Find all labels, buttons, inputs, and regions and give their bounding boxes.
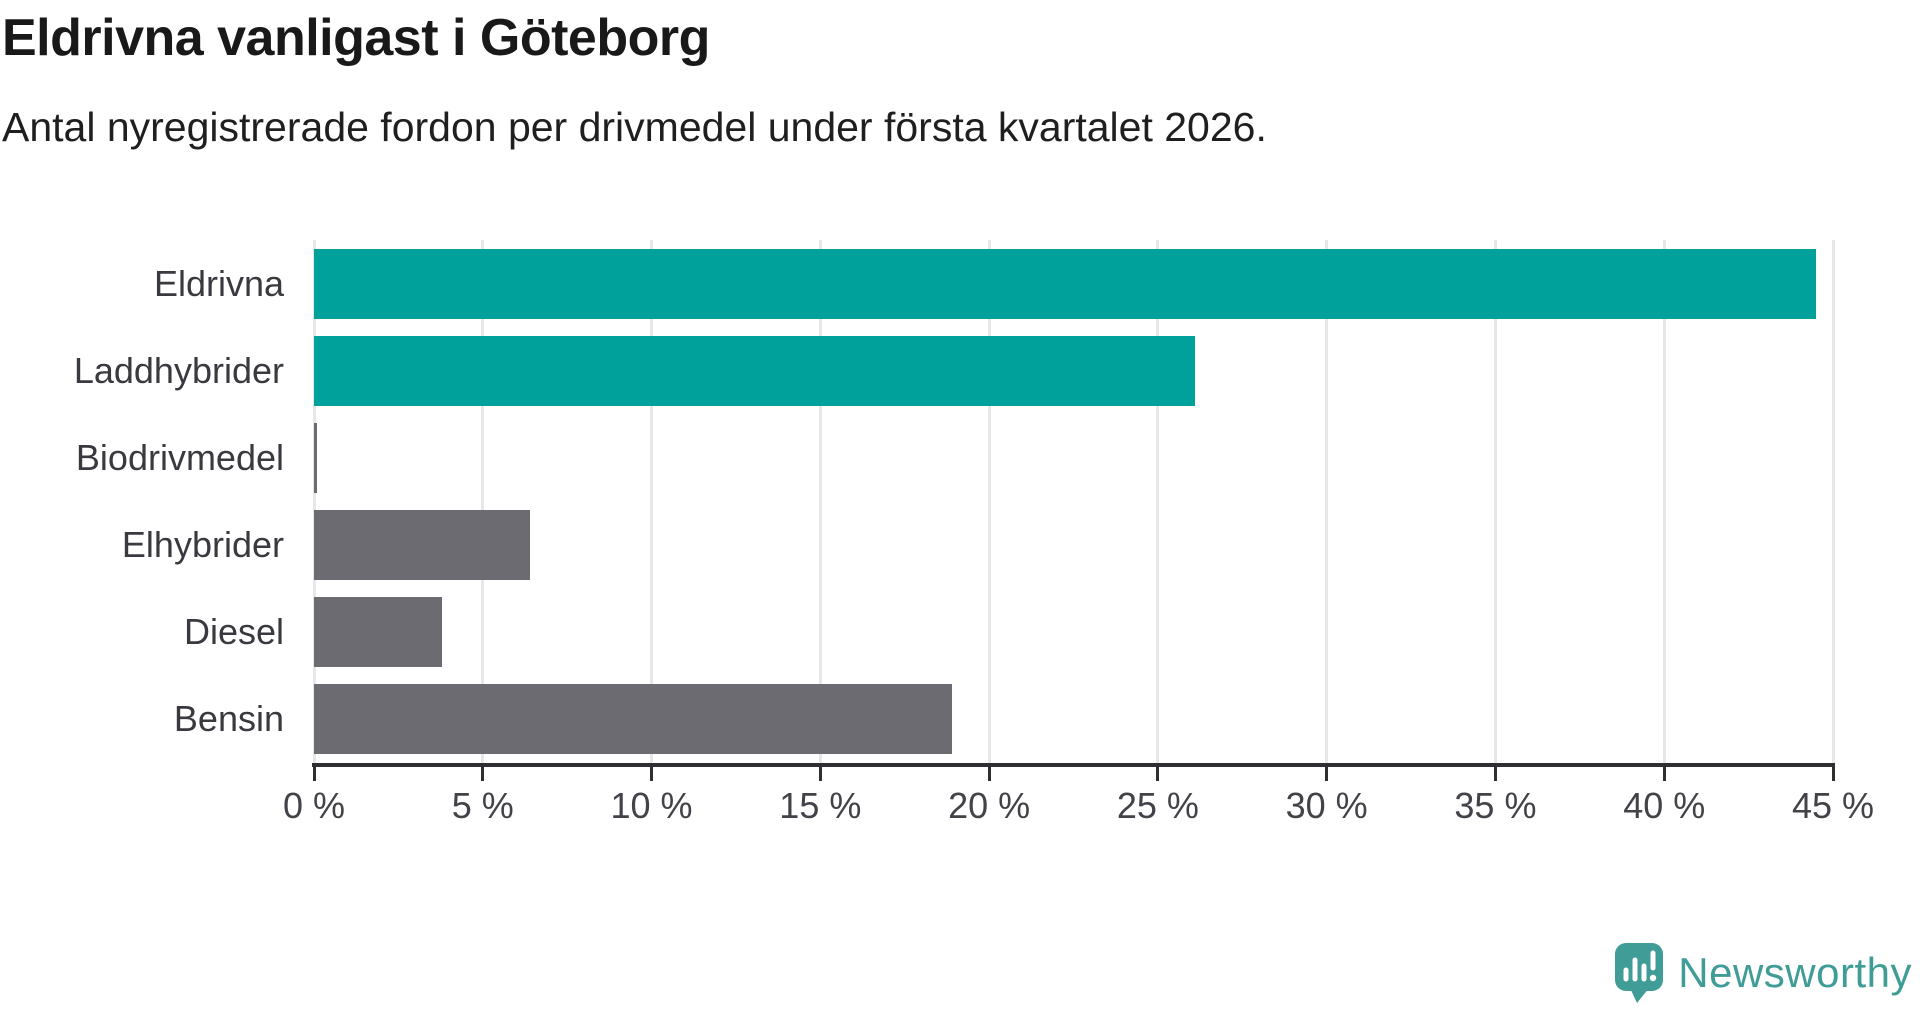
category-label-laddhybrider: Laddhybrider bbox=[73, 349, 284, 391]
branding: Newsworthy bbox=[1614, 942, 1912, 1004]
tick-label-20: 20 % bbox=[948, 785, 1031, 826]
tick-mark-15 bbox=[818, 767, 822, 781]
category-label-biodrivmedel: Biodrivmedel bbox=[75, 436, 284, 478]
tick-label-40: 40 % bbox=[1623, 785, 1706, 826]
newsworthy-bubble-chart-icon bbox=[1614, 942, 1664, 1004]
x-axis-line bbox=[312, 763, 1835, 767]
gridline-25 bbox=[1156, 240, 1160, 763]
gridline-15 bbox=[818, 240, 822, 763]
tick-label-30: 30 % bbox=[1285, 785, 1368, 826]
chart-title: Eldrivna vanligast i Göteborg bbox=[2, 9, 710, 67]
category-label-elhybrider: Elhybrider bbox=[121, 524, 284, 566]
tick-mark-35 bbox=[1493, 767, 1497, 781]
bar-eldrivna bbox=[314, 248, 1817, 319]
gridline-40 bbox=[1662, 240, 1666, 763]
bar-biodrivmedel bbox=[314, 422, 318, 493]
bar-laddhybrider bbox=[314, 335, 1196, 406]
gridline-5 bbox=[481, 240, 485, 763]
gridline-20 bbox=[987, 240, 991, 763]
tick-label-5: 5 % bbox=[451, 785, 514, 826]
category-label-bensin: Bensin bbox=[173, 698, 284, 740]
tick-mark-0 bbox=[312, 767, 316, 781]
tick-mark-20 bbox=[987, 767, 991, 781]
tick-mark-25 bbox=[1156, 767, 1160, 781]
gridline-0 bbox=[312, 240, 316, 763]
tick-mark-30 bbox=[1325, 767, 1329, 781]
gridline-30 bbox=[1325, 240, 1329, 763]
tick-mark-5 bbox=[481, 767, 485, 781]
bar-elhybrider bbox=[314, 510, 531, 581]
bar-diesel bbox=[314, 597, 443, 668]
bar-bensin bbox=[314, 684, 952, 755]
tick-label-35: 35 % bbox=[1454, 785, 1537, 826]
gridline-10 bbox=[650, 240, 654, 763]
tick-label-45: 45 % bbox=[1791, 785, 1875, 826]
brand-name-text: Newsworthy bbox=[1678, 949, 1912, 996]
category-label-diesel: Diesel bbox=[183, 611, 284, 653]
tick-label-25: 25 % bbox=[1116, 785, 1199, 826]
category-label-eldrivna: Eldrivna bbox=[153, 262, 284, 304]
tick-label-0: 0 % bbox=[282, 785, 346, 826]
chart-subtitle: Antal nyregistrerade fordon per drivmede… bbox=[2, 104, 1267, 150]
tick-mark-10 bbox=[650, 767, 654, 781]
tick-label-10: 10 % bbox=[610, 785, 693, 826]
gridline-35 bbox=[1493, 240, 1497, 763]
tick-label-15: 15 % bbox=[779, 785, 862, 826]
gridline-45 bbox=[1831, 240, 1835, 763]
tick-mark-40 bbox=[1662, 767, 1666, 781]
tick-mark-45 bbox=[1831, 767, 1835, 781]
